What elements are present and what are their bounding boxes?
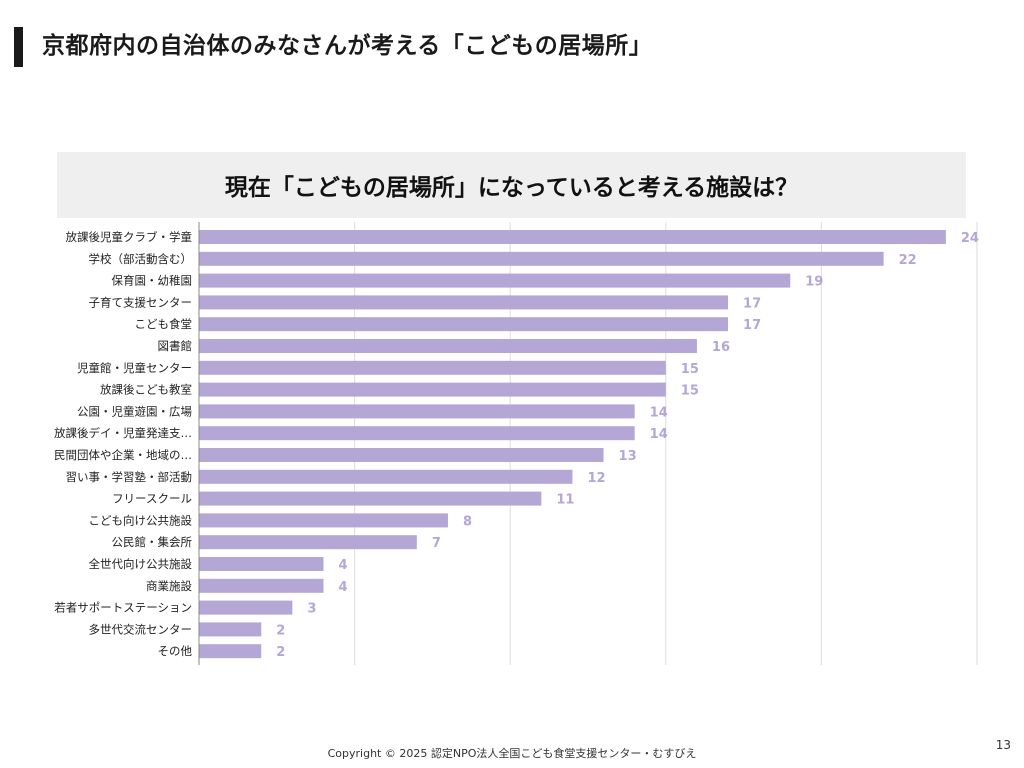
- bar: [199, 600, 293, 615]
- data-label: 4: [338, 580, 347, 595]
- category-label: 放課後こども教室: [100, 383, 192, 397]
- page-number: 13: [995, 738, 1011, 752]
- data-label: 8: [463, 514, 472, 529]
- data-label: 2: [276, 623, 285, 638]
- data-label: 11: [556, 493, 574, 508]
- bar: [199, 426, 635, 441]
- category-label: フリースクール: [112, 492, 192, 506]
- bar: [199, 448, 604, 462]
- chart-title-banner: 現在「こどもの居場所」になっていると考える施設は？: [57, 152, 966, 218]
- category-label: 学校（部活動含む）: [89, 252, 193, 266]
- data-label: 17: [743, 296, 761, 311]
- category-label: 全世代向け公共施設: [89, 557, 193, 571]
- category-label: 公園・児童遊園・広場: [77, 404, 192, 418]
- category-label: こども食堂: [135, 317, 193, 331]
- data-label: 2: [276, 645, 285, 660]
- title-accent-bar: [14, 27, 23, 67]
- data-label: 15: [681, 362, 699, 377]
- copyright-footer: Copyright © 2025 認定NPO法人全国こども食堂支援センター・むす…: [327, 747, 697, 760]
- category-label: 多世代交流センター: [89, 622, 193, 636]
- category-label: 民間団体や企業・地域の…: [54, 448, 192, 462]
- data-label: 17: [743, 318, 761, 333]
- category-label: こども向け公共施設: [89, 513, 193, 527]
- data-label: 14: [650, 427, 668, 442]
- category-label: 公民館・集会所: [112, 535, 193, 549]
- category-label: その他: [158, 644, 193, 658]
- bar: [199, 644, 262, 659]
- bar: [199, 251, 884, 266]
- bar: [199, 273, 791, 288]
- data-label: 16: [712, 340, 730, 355]
- data-label: 15: [681, 384, 699, 399]
- bar: [199, 622, 262, 637]
- page-title: 京都府内の自治体のみなさんが考える「こどもの居場所」: [42, 33, 653, 59]
- bar: [199, 339, 697, 353]
- data-label: 19: [805, 275, 823, 290]
- data-label: 12: [587, 471, 605, 486]
- chart-title: 現在「こどもの居場所」になっていると考える施設は？: [224, 175, 799, 201]
- data-label: 24: [961, 231, 979, 246]
- category-label: 図書館: [158, 339, 193, 353]
- data-label: 13: [619, 449, 637, 464]
- bar: [199, 535, 417, 550]
- bar: [199, 295, 729, 310]
- bar: [199, 360, 666, 375]
- data-label: 14: [650, 405, 668, 420]
- bar: [199, 578, 324, 593]
- category-label: 若者サポートステーション: [54, 601, 192, 615]
- bar: [199, 557, 324, 571]
- bar: [199, 317, 729, 332]
- category-label: 習い事・学習塾・部活動: [66, 470, 193, 484]
- bar: [199, 230, 946, 244]
- data-label: 3: [307, 602, 316, 617]
- data-label: 22: [899, 253, 917, 268]
- category-label: 保育園・幼稚園: [112, 274, 193, 288]
- bar: [199, 382, 666, 397]
- category-label: 商業施設: [146, 579, 192, 593]
- category-label: 放課後デイ・児童発達支…: [54, 426, 192, 440]
- bar: [199, 404, 635, 419]
- bar: [199, 469, 573, 484]
- data-label: 7: [432, 536, 441, 551]
- category-label: 子育て支援センター: [89, 295, 193, 309]
- bar: [199, 513, 448, 528]
- data-label: 4: [338, 558, 347, 573]
- category-label: 児童館・児童センター: [77, 361, 192, 375]
- category-label: 放課後児童クラブ・学童: [66, 230, 193, 244]
- bar: [199, 491, 542, 506]
